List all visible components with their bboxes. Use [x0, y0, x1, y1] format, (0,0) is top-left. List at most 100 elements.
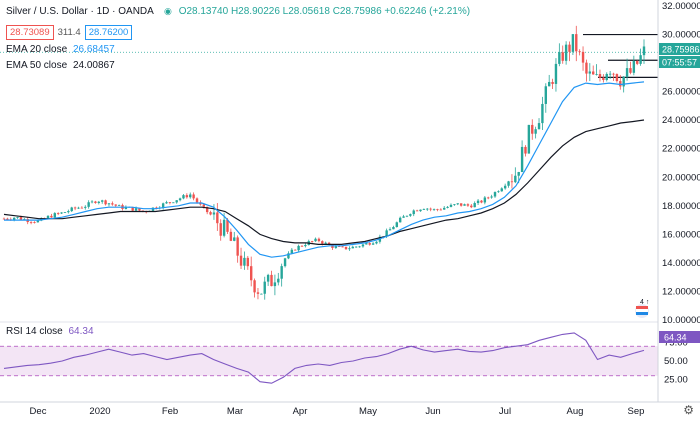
candle-body	[487, 197, 490, 199]
candle-body	[246, 257, 250, 267]
gear-icon[interactable]: ⚙	[683, 403, 694, 417]
candle-body	[466, 204, 470, 206]
rsi-band	[0, 346, 658, 376]
rsi-legend[interactable]: RSI 14 close 64.34	[6, 326, 94, 337]
bid-box[interactable]: 28.73089	[6, 25, 54, 40]
ohlc-values: O28.13740 H28.90226 L28.05618 C28.75986 …	[178, 6, 471, 17]
candle-body	[422, 209, 426, 210]
candle-body	[443, 207, 446, 210]
price-tick-label: 10.00000	[662, 315, 700, 326]
candle-body	[608, 73, 612, 75]
candle-body	[432, 209, 436, 211]
ask-box[interactable]: 28.76200	[84, 25, 133, 40]
candle-body	[266, 274, 270, 282]
candle-body	[36, 220, 40, 223]
candle-body	[341, 246, 344, 248]
rsi-line	[3, 332, 645, 384]
ema20-value: 26.68457	[72, 44, 115, 55]
candle-body	[398, 217, 402, 223]
candle-body	[185, 195, 189, 198]
candle-body	[182, 195, 185, 199]
candle-body	[233, 237, 236, 241]
candle-body	[493, 192, 497, 197]
candle-body	[405, 215, 409, 217]
candle-body	[283, 258, 287, 267]
candle-body	[33, 222, 36, 223]
candle-body	[483, 197, 487, 203]
candle-body	[568, 44, 571, 52]
candle-body	[253, 280, 256, 293]
ema50-legend[interactable]: EMA 50 close 24.00867	[6, 60, 115, 71]
rsi-label: RSI 14 close	[6, 326, 63, 337]
price-tick-label: 24.00000	[662, 115, 700, 126]
candle-body	[490, 196, 493, 198]
price-tick-label: 14.00000	[662, 258, 700, 269]
candle-body	[392, 227, 395, 230]
eye-icon[interactable]: ◉	[164, 6, 172, 16]
candle-body	[531, 124, 534, 134]
candle-body	[385, 230, 388, 237]
candle-body	[297, 245, 300, 251]
candle-body	[63, 212, 67, 213]
candle-body	[67, 211, 70, 213]
candle-body	[537, 123, 541, 130]
candle-body	[2, 218, 6, 220]
candle-body	[287, 253, 290, 259]
candle-body	[500, 188, 503, 192]
horizontal-levels	[0, 33, 658, 78]
rsi-tick-label: 25.00	[664, 375, 688, 386]
candle-body	[77, 207, 80, 209]
candle-body	[375, 241, 378, 244]
ema20-line	[4, 81, 645, 258]
candle-body	[449, 204, 453, 207]
candle-body	[90, 201, 94, 203]
candle-body	[605, 73, 608, 80]
candle-body	[463, 204, 466, 206]
candle-body	[503, 185, 507, 189]
candle-body	[19, 217, 23, 220]
candle-body	[547, 81, 551, 87]
candle-body	[527, 124, 531, 154]
flag-counter: 4 ↑	[640, 299, 649, 306]
candle-body	[642, 46, 646, 56]
candle-body	[412, 210, 415, 215]
candle-body	[470, 205, 473, 208]
candle-body	[294, 249, 297, 251]
candle-body	[56, 213, 60, 214]
candle-body	[104, 200, 107, 205]
candle-body	[310, 241, 314, 242]
candles	[2, 25, 646, 300]
flag-icon[interactable]	[635, 304, 649, 318]
candle-body	[520, 146, 524, 173]
ema20-legend[interactable]: EMA 20 close 26.68457	[6, 44, 115, 55]
candle-body	[480, 200, 483, 203]
candle-body	[639, 55, 642, 64]
symbol-title[interactable]: Silver / U.S. Dollar · 1D · OANDA	[6, 6, 154, 17]
candle-body	[114, 204, 117, 206]
candle-body	[80, 207, 84, 209]
candle-body	[534, 129, 537, 134]
candle-body	[192, 194, 195, 199]
candle-body	[402, 216, 405, 218]
last-price-tag	[659, 43, 700, 55]
candle-body	[602, 77, 605, 80]
candle-body	[134, 208, 138, 211]
candle-body	[12, 217, 16, 220]
rsi-value-tag	[659, 331, 700, 343]
candle-body	[371, 243, 375, 245]
candle-body	[354, 246, 358, 248]
candle-body	[578, 51, 581, 53]
candle-body	[46, 215, 50, 219]
candle-body	[558, 52, 561, 64]
price-tick-label: 26.00000	[662, 87, 700, 98]
candle-body	[222, 219, 226, 236]
countdown-text: 07:55:57	[662, 58, 697, 68]
time-label: Apr	[293, 406, 308, 417]
candle-body	[70, 207, 73, 212]
candle-body	[395, 222, 399, 228]
price-tick-label: 16.00000	[662, 229, 700, 240]
candle-body	[564, 44, 568, 61]
